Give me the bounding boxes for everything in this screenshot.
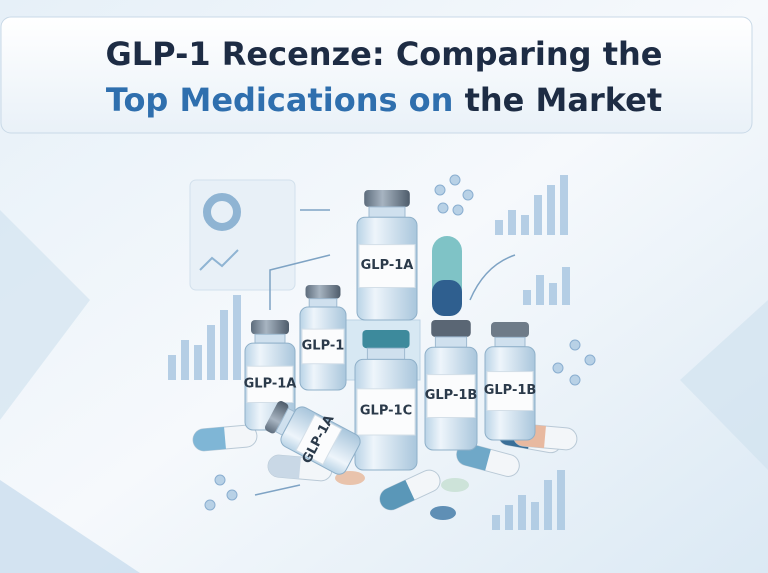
- deco-bar: [505, 505, 513, 530]
- molecule-node: [226, 489, 238, 501]
- molecule-node: [569, 339, 581, 351]
- vial-cap: [364, 190, 410, 207]
- deco-shape: [0, 480, 140, 573]
- deco-bar: [560, 175, 568, 235]
- vial-label-bg: [358, 244, 416, 289]
- deco-bar: [544, 480, 552, 530]
- deco-bar: [220, 310, 228, 380]
- vial-cap: [251, 320, 289, 335]
- dashboard-card: [189, 179, 296, 291]
- vial-label: GLP-1C: [360, 404, 412, 419]
- vial-label: GLP-1A: [361, 258, 414, 273]
- capsule: [192, 424, 258, 452]
- capsule-half: [193, 427, 226, 451]
- deco-bar: [534, 195, 542, 235]
- vial: GLP-1B: [424, 320, 478, 451]
- vial: GLP-1: [299, 285, 347, 391]
- deco-bar: [531, 502, 539, 530]
- deco-bar: [523, 290, 531, 305]
- deco-bar: [547, 185, 555, 235]
- vial-cap: [491, 322, 529, 338]
- vial-label-bg: [246, 365, 294, 404]
- deco-bar: [549, 283, 557, 305]
- tablet: [430, 506, 456, 520]
- tablet: [335, 471, 365, 485]
- donut-icon: [203, 193, 241, 231]
- title-banner: [0, 16, 753, 134]
- deco-bar: [562, 267, 570, 305]
- molecule-node: [552, 362, 564, 374]
- deco-bar: [508, 210, 516, 235]
- molecule-node: [204, 499, 216, 511]
- deco-bar: [536, 275, 544, 305]
- deco-shape: [680, 300, 768, 470]
- title-line1: GLP-1 Recenze: Comparing the: [106, 35, 663, 73]
- arrow: [254, 484, 301, 496]
- vial-cap: [305, 285, 341, 299]
- deco-bar: [518, 495, 526, 530]
- molecule-node: [214, 474, 226, 486]
- vial-label-bg: [295, 414, 343, 466]
- line-icon: [199, 249, 239, 271]
- molecule-node: [569, 374, 581, 386]
- capsule-upright-half: [432, 280, 462, 316]
- title-line2: Top Medications on the Market: [106, 81, 662, 119]
- capsule-half: [379, 480, 415, 510]
- deco-bar: [521, 215, 529, 235]
- vial: GLP-1A: [264, 401, 361, 475]
- deco-bar: [492, 515, 500, 530]
- vial-cap: [264, 401, 289, 434]
- molecule-node: [449, 174, 461, 186]
- deco-bar: [168, 355, 176, 380]
- vial: GLP-1C: [354, 330, 418, 471]
- molecule-node: [584, 354, 596, 366]
- vial-neck: [434, 336, 468, 348]
- tablet: [441, 478, 469, 492]
- deco-bar: [207, 325, 215, 380]
- capsule-half: [268, 455, 301, 479]
- vial-neck: [254, 333, 286, 344]
- vial-neck: [494, 336, 526, 348]
- vial-label: GLP-1B: [425, 388, 478, 403]
- deco-bar: [233, 295, 241, 380]
- molecule-node: [437, 202, 449, 214]
- vial-neck: [368, 206, 406, 218]
- arrow: [269, 209, 331, 310]
- vial-label: GLP-1: [302, 338, 345, 353]
- title-rest: the Market: [465, 81, 663, 119]
- deco-bar: [495, 220, 503, 235]
- deco-bar: [194, 345, 202, 380]
- vial-cap: [362, 330, 410, 349]
- title-highlight: Top Medications on: [106, 81, 454, 119]
- deco-bar: [181, 340, 189, 380]
- capsule: [379, 469, 441, 511]
- molecule-node: [462, 189, 474, 201]
- vial-neck: [366, 347, 406, 360]
- vial: GLP-1B: [484, 322, 537, 441]
- vial: GLP-1A: [356, 190, 418, 321]
- vial-label-bg: [486, 371, 534, 411]
- vial-label-bg: [301, 328, 345, 365]
- vial-label: GLP-1A: [244, 376, 297, 391]
- molecule-node: [434, 184, 446, 196]
- vial-label-bg: [356, 388, 416, 436]
- arrow: [469, 254, 516, 301]
- vial-label-bg: [426, 374, 476, 419]
- vial-neck: [308, 298, 338, 308]
- molecule-node: [452, 204, 464, 216]
- deco-bar: [557, 470, 565, 530]
- vial-label: GLP-1B: [484, 383, 537, 398]
- vial-cap: [431, 320, 471, 337]
- deco-shape: [0, 210, 90, 420]
- deco-charts: [168, 174, 596, 530]
